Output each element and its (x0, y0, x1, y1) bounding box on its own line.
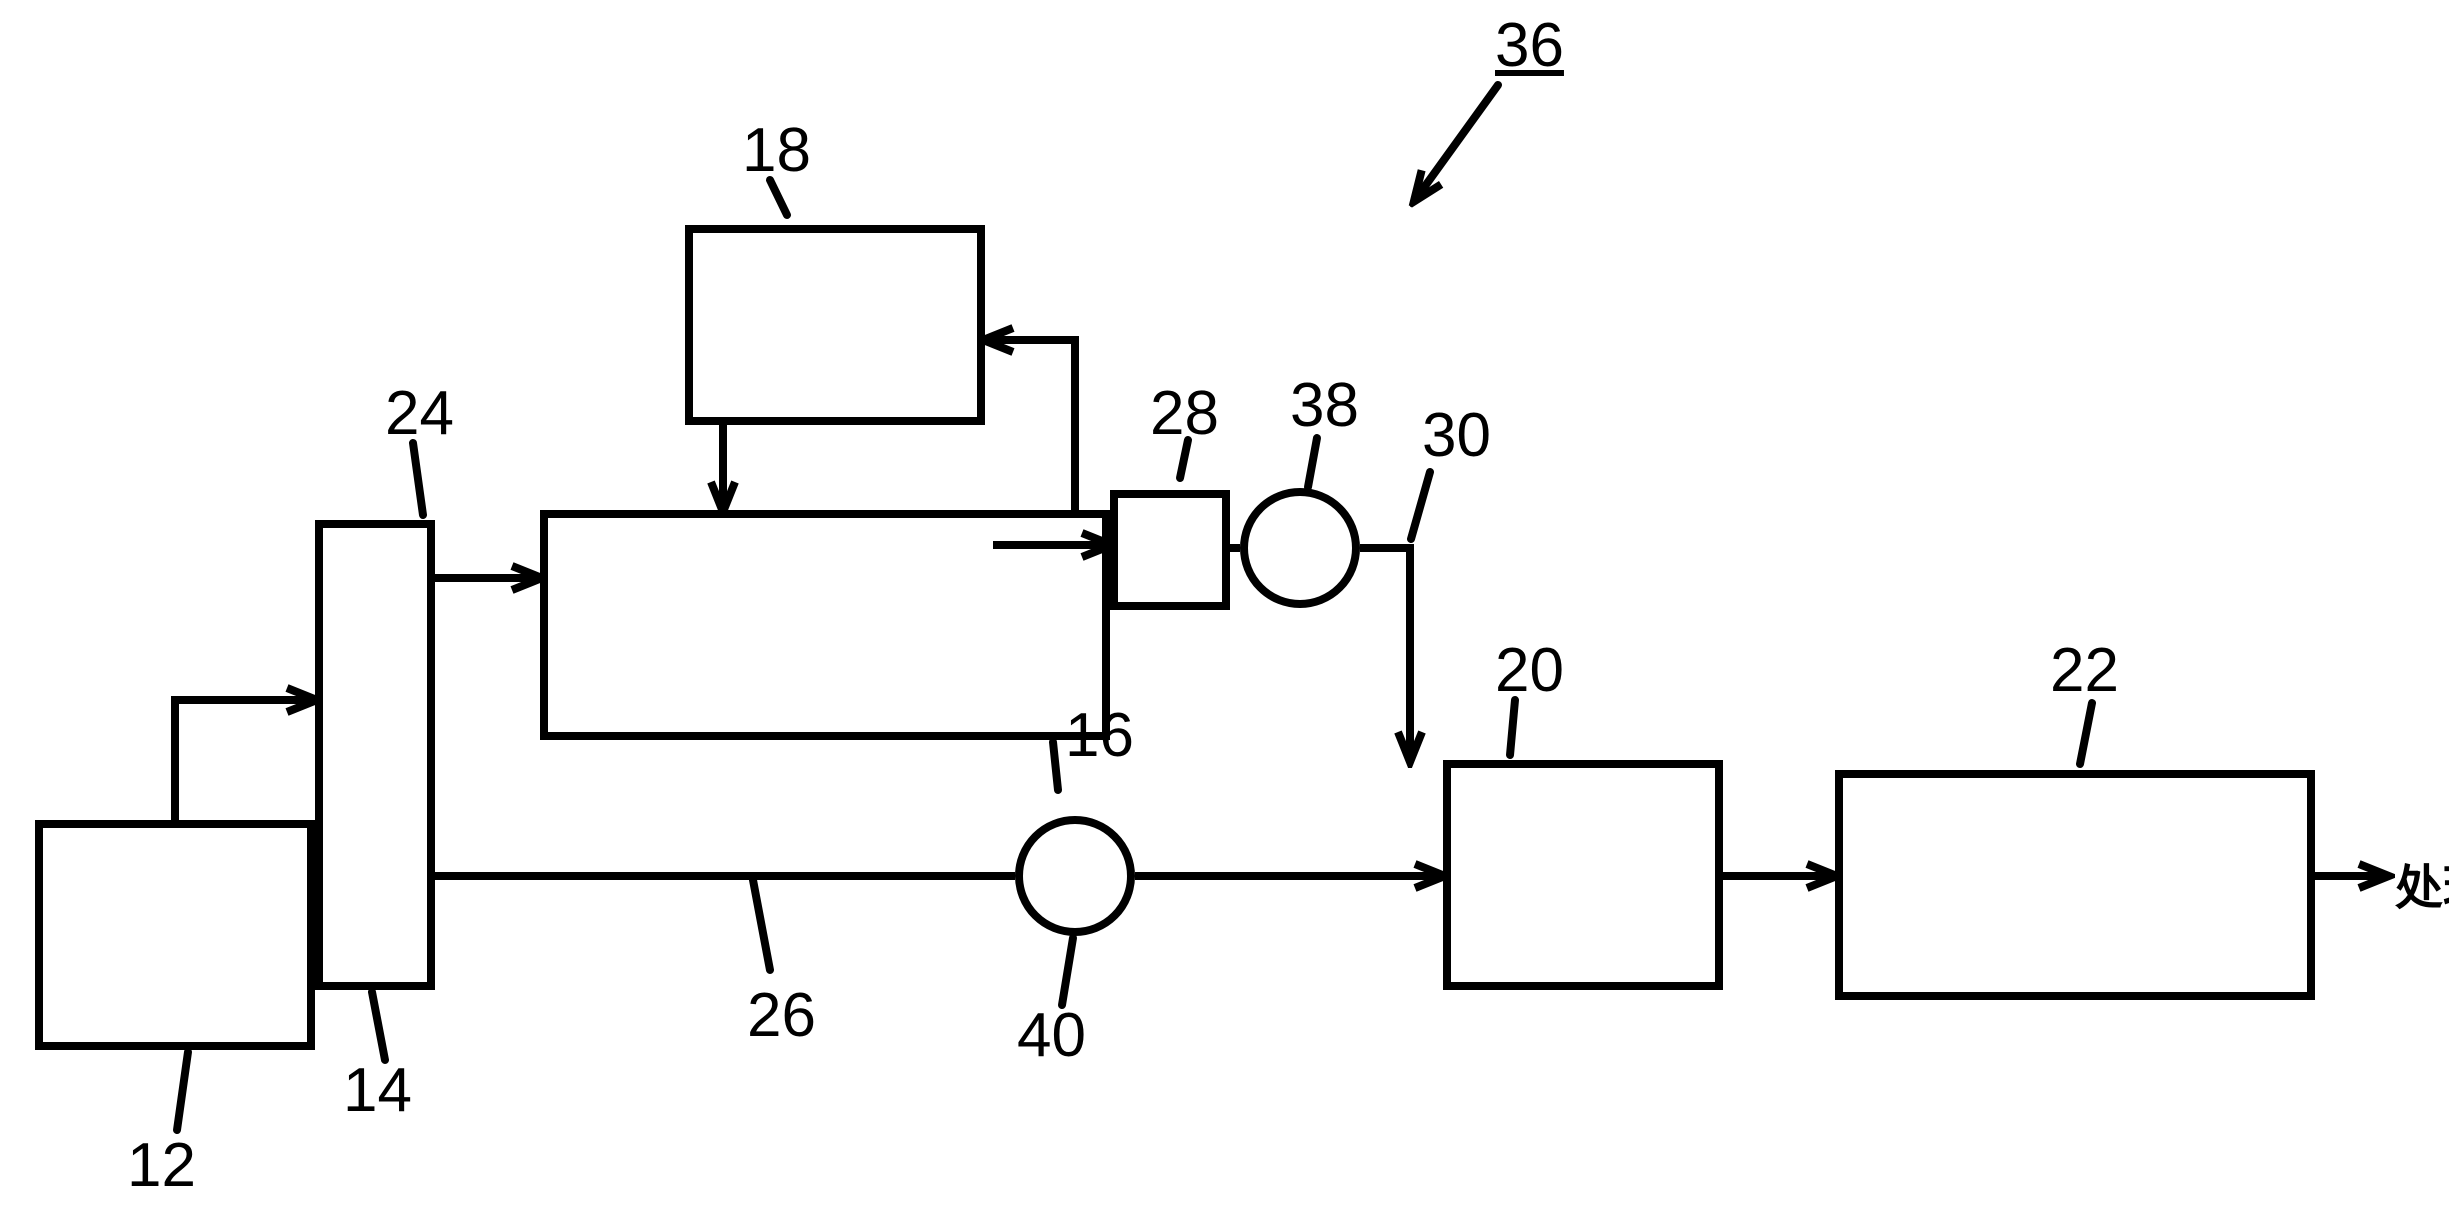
diagram-stage: 36 18 24 28 38 30 20 22 16 26 40 14 12 处理水 (0, 0, 2449, 1225)
leader-l38 (1308, 438, 1317, 487)
leader-l30 (1411, 472, 1430, 539)
label-n18: 18 (742, 115, 811, 186)
label-n36: 36 (1495, 10, 1564, 81)
arrow-a16_18 (985, 340, 1075, 510)
label-n14: 14 (343, 1055, 412, 1126)
leader-l16 (1053, 742, 1058, 790)
label-n20: 20 (1495, 635, 1564, 706)
label-n16: 16 (1065, 700, 1134, 771)
label-n28: 28 (1150, 378, 1219, 449)
leader-l40 (1062, 938, 1073, 1005)
label-n24: 24 (385, 378, 454, 449)
leader-l12 (177, 1052, 188, 1130)
label-n12: 12 (127, 1130, 196, 1201)
label-n40: 40 (1017, 1000, 1086, 1071)
leader-l14 (372, 992, 385, 1060)
arrow-a12_14 (175, 700, 315, 820)
leader-l20 (1510, 700, 1515, 755)
label-n22: 22 (2050, 635, 2119, 706)
connector-layer (0, 0, 2449, 1225)
label-n30: 30 (1422, 400, 1491, 471)
output-label: 处理水 (2395, 848, 2449, 918)
leader-l36 (1415, 85, 1498, 200)
leader-l26 (753, 880, 770, 970)
label-n26: 26 (747, 980, 816, 1051)
arrow-a38_20 (1360, 548, 1410, 760)
label-n38: 38 (1290, 370, 1359, 441)
leader-l24 (413, 443, 423, 515)
leader-l22 (2080, 703, 2092, 764)
